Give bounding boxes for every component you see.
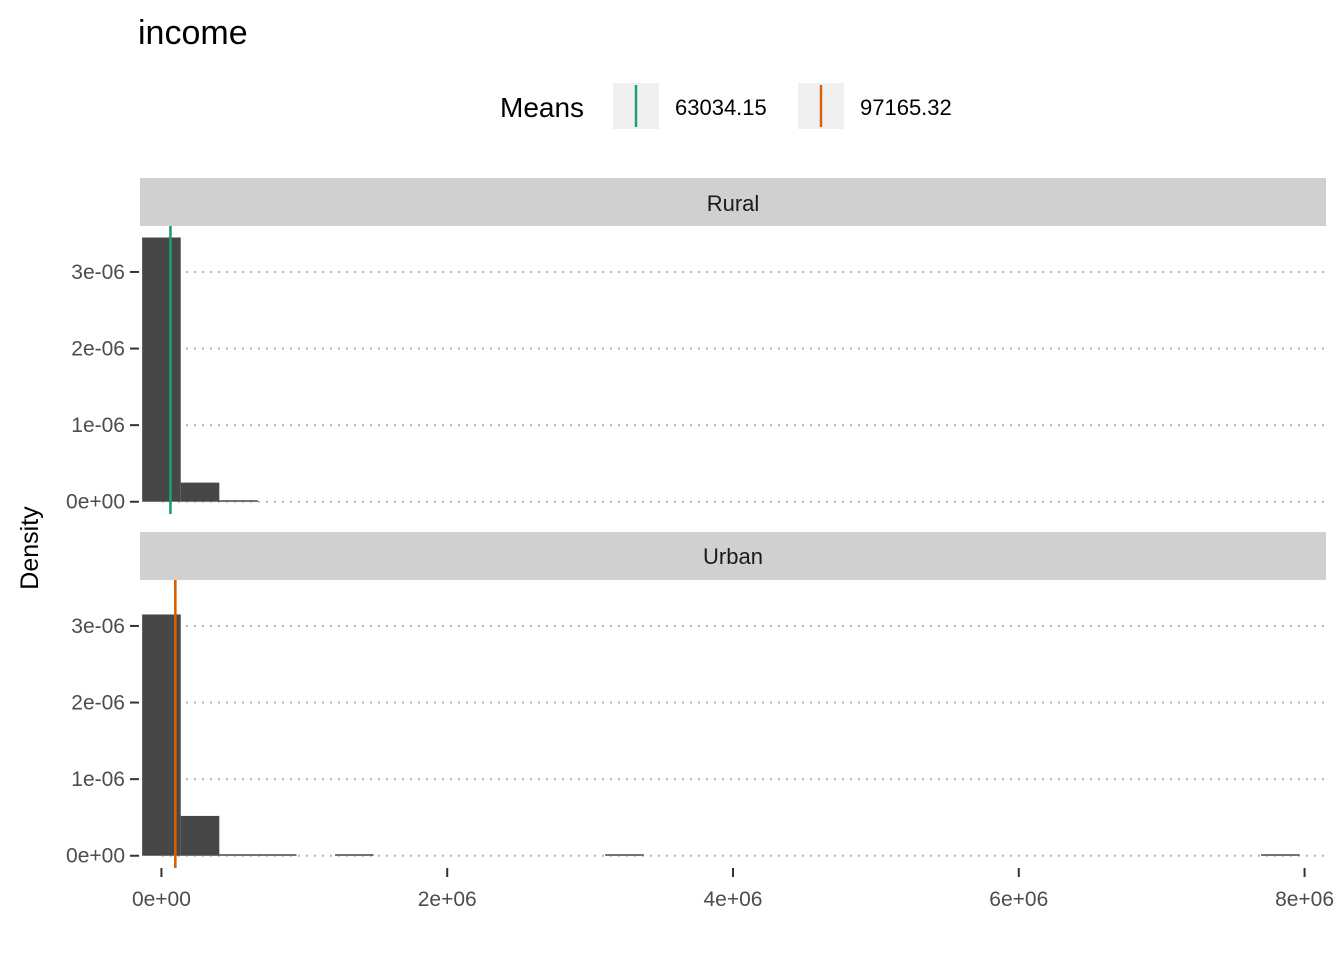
x-axis: 0e+00 2e+06 4e+06 6e+06 8e+06 xyxy=(132,868,1334,911)
y-gridlines-rural xyxy=(162,270,1326,503)
histogram-bar xyxy=(219,500,258,502)
legend-title: Means xyxy=(500,92,584,123)
facet-strip-rural xyxy=(140,178,1326,226)
y-tick-label: 1e-06 xyxy=(71,768,125,791)
histogram-bar xyxy=(180,815,220,856)
chart-title: income xyxy=(138,14,248,52)
y-tick-label: 3e-06 xyxy=(71,615,125,638)
y-tick-label: 3e-06 xyxy=(71,261,125,284)
histogram-bars-urban xyxy=(142,614,1300,856)
y-tick-label: 2e-06 xyxy=(71,338,125,361)
histogram-bars-rural xyxy=(142,237,258,502)
x-tick-label: 8e+06 xyxy=(1275,888,1334,911)
facet-strip-label-rural: Rural xyxy=(707,191,760,216)
histogram-bar xyxy=(142,237,181,502)
x-tick-label: 0e+00 xyxy=(132,888,191,911)
facet-strip-label-urban: Urban xyxy=(703,544,763,569)
facet-panel-urban: Urban 0e+00 1e-06 2e-06 3e-06 xyxy=(66,532,1326,868)
x-tick-label: 6e+06 xyxy=(989,888,1048,911)
y-gridlines-urban xyxy=(162,624,1326,857)
y-axis-rural: 0e+00 1e-06 2e-06 3e-06 xyxy=(66,261,139,514)
histogram-bar xyxy=(219,854,258,856)
y-tick-label: 0e+00 xyxy=(66,491,125,514)
legend-label-1: 63034.15 xyxy=(675,95,767,120)
histogram-bar xyxy=(605,854,644,856)
histogram-bar xyxy=(1260,854,1300,856)
legend: Means 63034.15 97165.32 xyxy=(500,83,952,129)
y-tick-label: 0e+00 xyxy=(66,845,125,868)
facet-strip-urban xyxy=(140,532,1326,580)
y-axis-urban: 0e+00 1e-06 2e-06 3e-06 xyxy=(66,615,139,868)
facet-panel-rural: Rural 0e+00 1e-06 2e-06 3e-06 xyxy=(66,178,1326,514)
histogram-bar xyxy=(180,482,220,502)
y-tick-label: 1e-06 xyxy=(71,414,125,437)
histogram-bar xyxy=(335,854,374,856)
legend-label-2: 97165.32 xyxy=(860,95,952,120)
histogram-bar xyxy=(257,854,297,856)
x-tick-label: 4e+06 xyxy=(704,888,763,911)
y-tick-label: 2e-06 xyxy=(71,692,125,715)
x-tick-label: 2e+06 xyxy=(418,888,477,911)
y-axis-label: Density xyxy=(16,506,44,590)
